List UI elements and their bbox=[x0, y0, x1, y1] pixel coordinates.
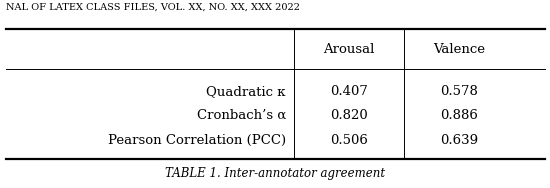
Text: 0.886: 0.886 bbox=[441, 109, 478, 122]
Text: TABLE 1. Inter-annotator agreement: TABLE 1. Inter-annotator agreement bbox=[165, 168, 385, 180]
Text: Valence: Valence bbox=[433, 43, 485, 56]
Text: Quadratic κ: Quadratic κ bbox=[206, 85, 286, 98]
Text: 0.639: 0.639 bbox=[440, 133, 478, 147]
Text: 0.506: 0.506 bbox=[331, 133, 368, 147]
Text: Arousal: Arousal bbox=[323, 43, 375, 56]
Text: 0.820: 0.820 bbox=[331, 109, 368, 122]
Text: 0.407: 0.407 bbox=[331, 85, 368, 98]
Text: 0.578: 0.578 bbox=[441, 85, 478, 98]
Text: NAL OF LATEX CLASS FILES, VOL. XX, NO. XX, XXX 2022: NAL OF LATEX CLASS FILES, VOL. XX, NO. X… bbox=[6, 3, 300, 12]
Text: Cronbach’s α: Cronbach’s α bbox=[197, 109, 286, 122]
Text: Pearson Correlation (PCC): Pearson Correlation (PCC) bbox=[108, 133, 286, 147]
